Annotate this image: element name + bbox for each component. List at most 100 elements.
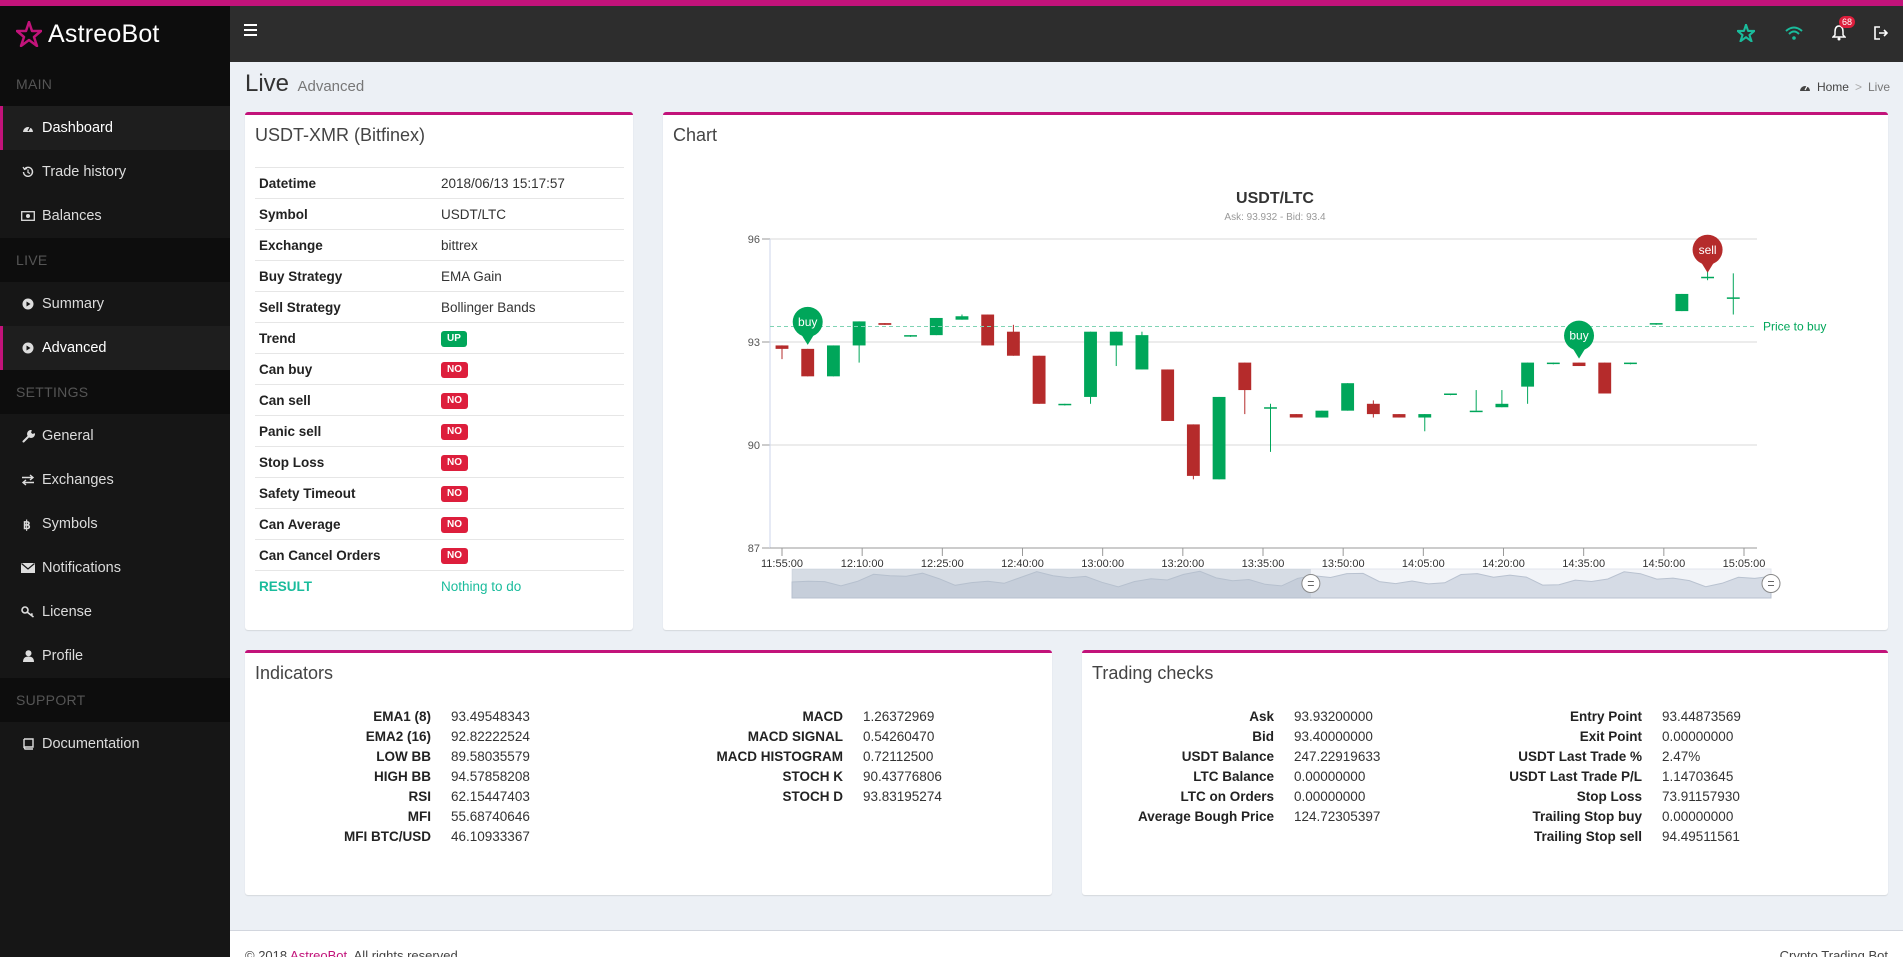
info-value: Bollinger Bands	[441, 299, 536, 315]
info-row: Can Average NO	[255, 508, 624, 540]
chart-subtitle: Ask: 93.932 - Bid: 93.4	[1224, 212, 1326, 223]
kv-row: Average Bough Price 124.72305397	[1102, 807, 1380, 827]
sidebar-item-documentation[interactable]: Documentation	[0, 722, 230, 766]
kv-key: MFI BTC/USD	[344, 829, 431, 844]
status-badge: NO	[441, 455, 468, 471]
status-badge: NO	[441, 424, 468, 440]
candle-body	[981, 314, 995, 346]
book-icon	[18, 738, 38, 750]
sidebar-item-label: Trade history	[42, 164, 127, 180]
kv-row: Bid 93.40000000	[1102, 727, 1380, 747]
info-row: Can sell NO	[255, 384, 624, 416]
kv-row: STOCH D 93.83195274	[605, 787, 941, 807]
bot-status-icon[interactable]	[1735, 22, 1757, 44]
sidebar-item-summary[interactable]: Summary	[0, 282, 230, 326]
logout-icon[interactable]	[1870, 22, 1892, 44]
candle-body	[801, 348, 815, 377]
sidebar-item-label: Exchanges	[42, 472, 114, 488]
x-tick-label: 14:35:00	[1562, 558, 1605, 570]
info-key: Can buy	[259, 361, 313, 377]
candle-body	[1289, 414, 1303, 418]
info-key: Can Average	[259, 516, 341, 532]
kv-row: MFI 55.68740646	[265, 807, 530, 827]
sidebar-item-license[interactable]: License	[0, 590, 230, 634]
status-badge: NO	[441, 486, 468, 502]
candle-body	[826, 345, 840, 377]
sidebar-item-balances[interactable]: Balances	[0, 194, 230, 238]
footer-copyright: © 2018	[245, 948, 288, 957]
info-key: Panic sell	[259, 423, 322, 439]
sidebar: AstreoBot MAIN Dashboard Trade history Bala…	[0, 6, 230, 957]
info-row: Panic sell NO	[255, 415, 624, 447]
kv-row: MACD 1.26372969	[605, 707, 942, 727]
kv-key: Trailing Stop sell	[1533, 829, 1642, 844]
candle-body	[1161, 369, 1175, 421]
kv-row: LTC on Orders 0.00000000	[1102, 787, 1380, 807]
info-value: 2018/06/13 15:17:57	[441, 175, 565, 191]
wifi-icon[interactable]	[1783, 22, 1805, 44]
kv-row: USDT Last Trade % 2.47%	[1462, 747, 1741, 767]
kv-key: EMA2 (16)	[365, 729, 431, 744]
sidebar-item-dashboard[interactable]: Dashboard	[0, 106, 230, 150]
info-value-cell: NO	[437, 354, 624, 385]
sidebar-item-profile[interactable]: Profile	[0, 634, 230, 678]
result-key: RESULT	[259, 578, 312, 594]
candle-body	[1392, 414, 1406, 418]
kv-value: 0.54260470	[863, 729, 935, 744]
page-title: Live	[245, 70, 290, 97]
notifications-bell-icon[interactable]: 68	[1828, 16, 1855, 44]
y-tick-label: 93	[748, 337, 760, 349]
wrench-icon	[18, 429, 38, 443]
info-row: Safety Timeout NO	[255, 477, 624, 509]
sidebar-section-header: SUPPORT	[0, 678, 230, 722]
info-key: Trend	[259, 330, 296, 346]
candle-body	[1264, 407, 1277, 409]
envelope-icon	[18, 563, 38, 573]
sidebar-item-trade-history[interactable]: Trade history	[0, 150, 230, 194]
kv-key: USDT Last Trade %	[1518, 749, 1642, 764]
info-row: Trend UP	[255, 322, 624, 354]
candle-body	[1701, 276, 1715, 279]
navigator-left-handle[interactable]	[1301, 574, 1321, 593]
trading-checks-right-list: Entry Point 93.44873569 Exit Point 0.000000…	[1462, 707, 1741, 847]
candle-body	[1649, 323, 1663, 325]
sidebar-item-general[interactable]: General	[0, 414, 230, 458]
trade-marker-label: sell	[1699, 243, 1717, 257]
kv-value: 0.00000000	[1294, 769, 1366, 784]
sidebar-item-advanced[interactable]: Advanced	[0, 326, 230, 370]
chart-panel-title: Chart	[673, 125, 718, 145]
kv-key: Exit Point	[1579, 729, 1642, 744]
app-logo[interactable]: AstreoBot	[0, 6, 230, 62]
kv-row: Trailing Stop sell 94.49511561	[1462, 827, 1741, 847]
kv-value: 93.44873569	[1662, 709, 1741, 724]
kv-key: Bid	[1252, 729, 1274, 744]
info-row: Can Cancel Orders NO	[255, 539, 624, 571]
breadcrumb-home-link[interactable]: Home	[1816, 80, 1849, 94]
footer-brand-link[interactable]: AstreoBot	[290, 948, 348, 957]
sidebar-item-symbols[interactable]: ฿ Symbols	[0, 502, 230, 546]
kv-key: HIGH BB	[374, 769, 431, 784]
sidebar-item-notifications[interactable]: Notifications	[0, 546, 230, 590]
sidebar-item-exchanges[interactable]: Exchanges	[0, 458, 230, 502]
info-key: Exchange	[259, 237, 323, 253]
kv-row: EMA1 (8) 93.49548343	[265, 707, 530, 727]
kv-row: Exit Point 0.00000000	[1462, 727, 1741, 747]
trade-marker	[1564, 320, 1595, 351]
y-tick-label: 87	[748, 543, 760, 555]
x-tick-label: 11:55:00	[761, 558, 803, 570]
kv-key: STOCH K	[782, 769, 843, 784]
x-tick-label: 13:00:00	[1081, 558, 1124, 570]
kv-key: Ask	[1249, 709, 1274, 724]
menu-toggle-icon[interactable]	[244, 24, 258, 38]
info-value-cell: NO	[437, 509, 624, 540]
kv-value: 92.82222524	[451, 729, 530, 744]
candle-body	[1546, 362, 1560, 365]
info-key: Can Cancel Orders	[259, 547, 381, 563]
navigator-right-handle[interactable]	[1761, 574, 1781, 593]
kv-key: LOW BB	[376, 749, 431, 764]
candle-body	[1726, 297, 1740, 299]
kv-key: Average Bough Price	[1137, 809, 1274, 824]
info-value-cell: NO	[437, 478, 624, 509]
key-icon	[18, 606, 38, 618]
